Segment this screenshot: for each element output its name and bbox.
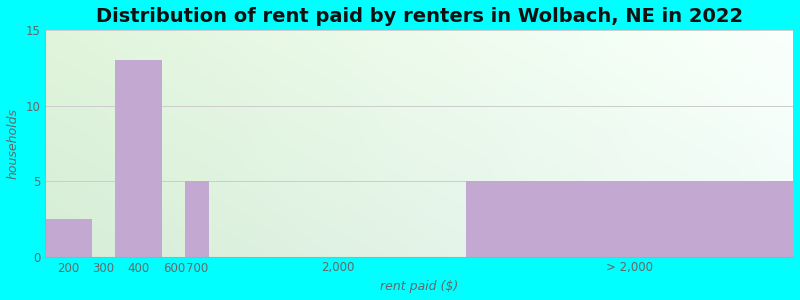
Bar bbox=[186, 181, 209, 256]
Bar bbox=[115, 61, 162, 256]
Bar bbox=[466, 181, 793, 256]
Y-axis label: households: households bbox=[7, 108, 20, 179]
Title: Distribution of rent paid by renters in Wolbach, NE in 2022: Distribution of rent paid by renters in … bbox=[95, 7, 742, 26]
Bar bbox=[46, 219, 92, 256]
X-axis label: rent paid ($): rent paid ($) bbox=[380, 280, 458, 293]
